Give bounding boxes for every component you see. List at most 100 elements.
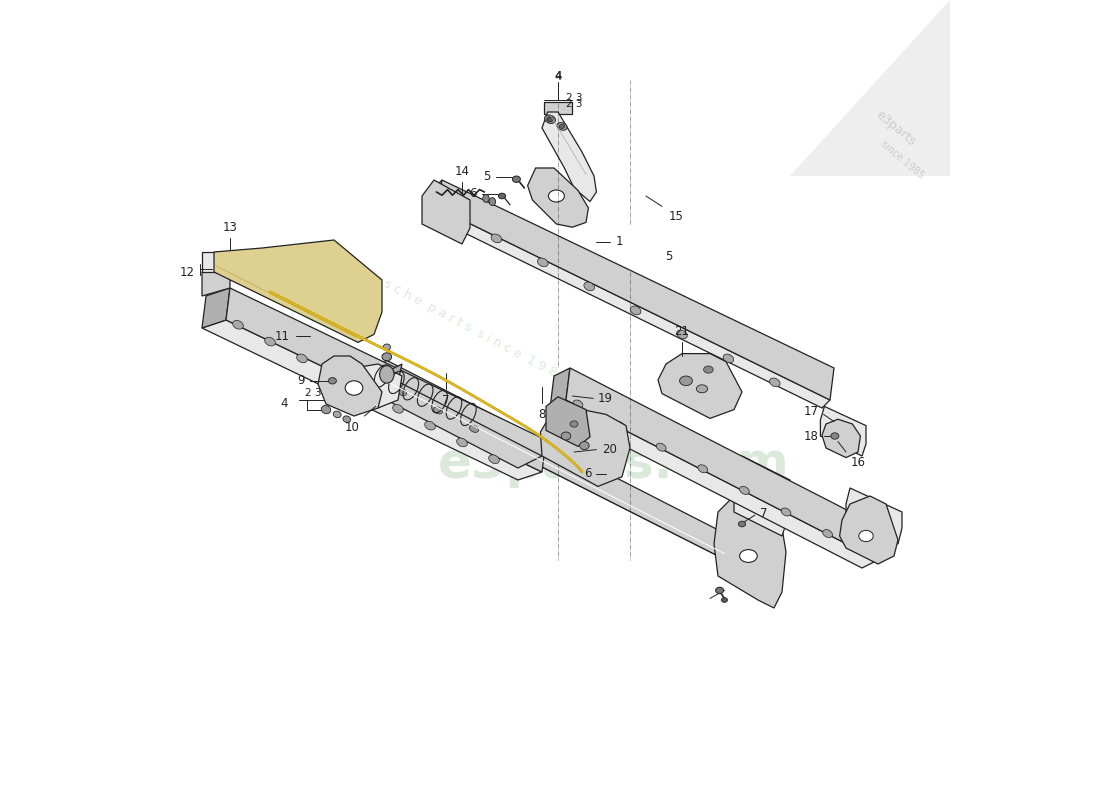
Ellipse shape [584,282,594,290]
Text: 18: 18 [804,430,818,442]
Text: 20: 20 [602,443,617,456]
Ellipse shape [425,422,436,430]
Ellipse shape [781,508,791,516]
Polygon shape [214,240,382,342]
Ellipse shape [722,598,727,602]
Ellipse shape [657,443,667,451]
Ellipse shape [382,353,392,361]
Polygon shape [540,408,630,486]
Text: 11: 11 [275,330,290,342]
Polygon shape [378,368,734,560]
Text: 8: 8 [538,408,546,421]
Ellipse shape [557,122,566,130]
Ellipse shape [739,550,757,562]
Ellipse shape [329,378,337,384]
Ellipse shape [630,306,641,314]
Text: 16: 16 [850,456,866,469]
Ellipse shape [723,354,734,362]
Ellipse shape [570,421,578,427]
Ellipse shape [233,321,243,329]
Ellipse shape [615,422,625,430]
Text: 9: 9 [297,374,305,387]
Text: 19: 19 [598,392,613,405]
Polygon shape [542,112,596,202]
Text: 2 3: 2 3 [305,388,321,398]
Ellipse shape [329,371,339,379]
Ellipse shape [333,411,341,418]
Text: 4: 4 [280,397,287,410]
Ellipse shape [393,405,404,413]
Polygon shape [714,496,786,608]
Text: e3parts: e3parts [873,108,918,148]
Ellipse shape [513,176,520,182]
Polygon shape [374,382,542,468]
Polygon shape [544,102,572,114]
Ellipse shape [770,378,780,386]
Text: 4: 4 [554,71,562,81]
Polygon shape [202,320,542,480]
Ellipse shape [547,117,553,122]
Ellipse shape [490,198,496,206]
Ellipse shape [559,124,564,129]
Text: 6: 6 [584,467,592,480]
Text: 6: 6 [469,187,476,200]
Ellipse shape [343,416,351,422]
Ellipse shape [859,530,873,542]
Ellipse shape [498,194,506,198]
Text: 7: 7 [442,394,450,406]
Text: 2 3: 2 3 [566,99,583,110]
Ellipse shape [265,338,275,346]
Ellipse shape [483,194,490,202]
Ellipse shape [456,438,468,446]
Ellipse shape [697,465,707,473]
Polygon shape [202,288,230,328]
Text: 5: 5 [664,250,672,262]
Polygon shape [550,400,878,568]
Text: 12: 12 [179,266,195,278]
Polygon shape [839,496,898,564]
Text: since 1985: since 1985 [879,139,926,181]
Polygon shape [374,364,401,394]
Ellipse shape [345,381,363,395]
Ellipse shape [573,400,583,408]
Polygon shape [430,208,830,408]
Text: 4: 4 [554,70,562,82]
Text: 7: 7 [760,507,767,520]
Ellipse shape [383,344,390,350]
Polygon shape [821,406,866,456]
Text: 14: 14 [454,165,470,178]
Polygon shape [430,180,442,216]
Polygon shape [378,360,730,560]
Ellipse shape [680,376,692,386]
Polygon shape [226,288,546,472]
Ellipse shape [297,354,307,362]
Ellipse shape [696,385,707,393]
Ellipse shape [823,530,833,538]
Polygon shape [318,356,382,416]
Ellipse shape [549,190,564,202]
Text: 10: 10 [344,421,360,434]
Ellipse shape [830,433,839,439]
Polygon shape [422,180,470,244]
Ellipse shape [676,330,688,338]
Ellipse shape [379,366,394,383]
Text: 1: 1 [616,235,623,248]
Text: e3parts.com: e3parts.com [438,440,790,488]
Polygon shape [550,368,570,408]
Text: 17: 17 [804,405,818,418]
Ellipse shape [739,486,749,494]
Polygon shape [566,368,882,560]
Ellipse shape [444,210,455,218]
Ellipse shape [433,407,442,414]
Polygon shape [528,168,588,227]
Ellipse shape [561,432,571,440]
Polygon shape [658,354,742,418]
Text: 2 3: 2 3 [566,93,583,102]
Polygon shape [546,397,590,446]
Polygon shape [822,419,860,458]
Polygon shape [334,364,402,408]
Text: 13: 13 [222,221,238,234]
Ellipse shape [704,366,713,373]
Text: 5: 5 [483,170,491,183]
Ellipse shape [544,115,556,123]
